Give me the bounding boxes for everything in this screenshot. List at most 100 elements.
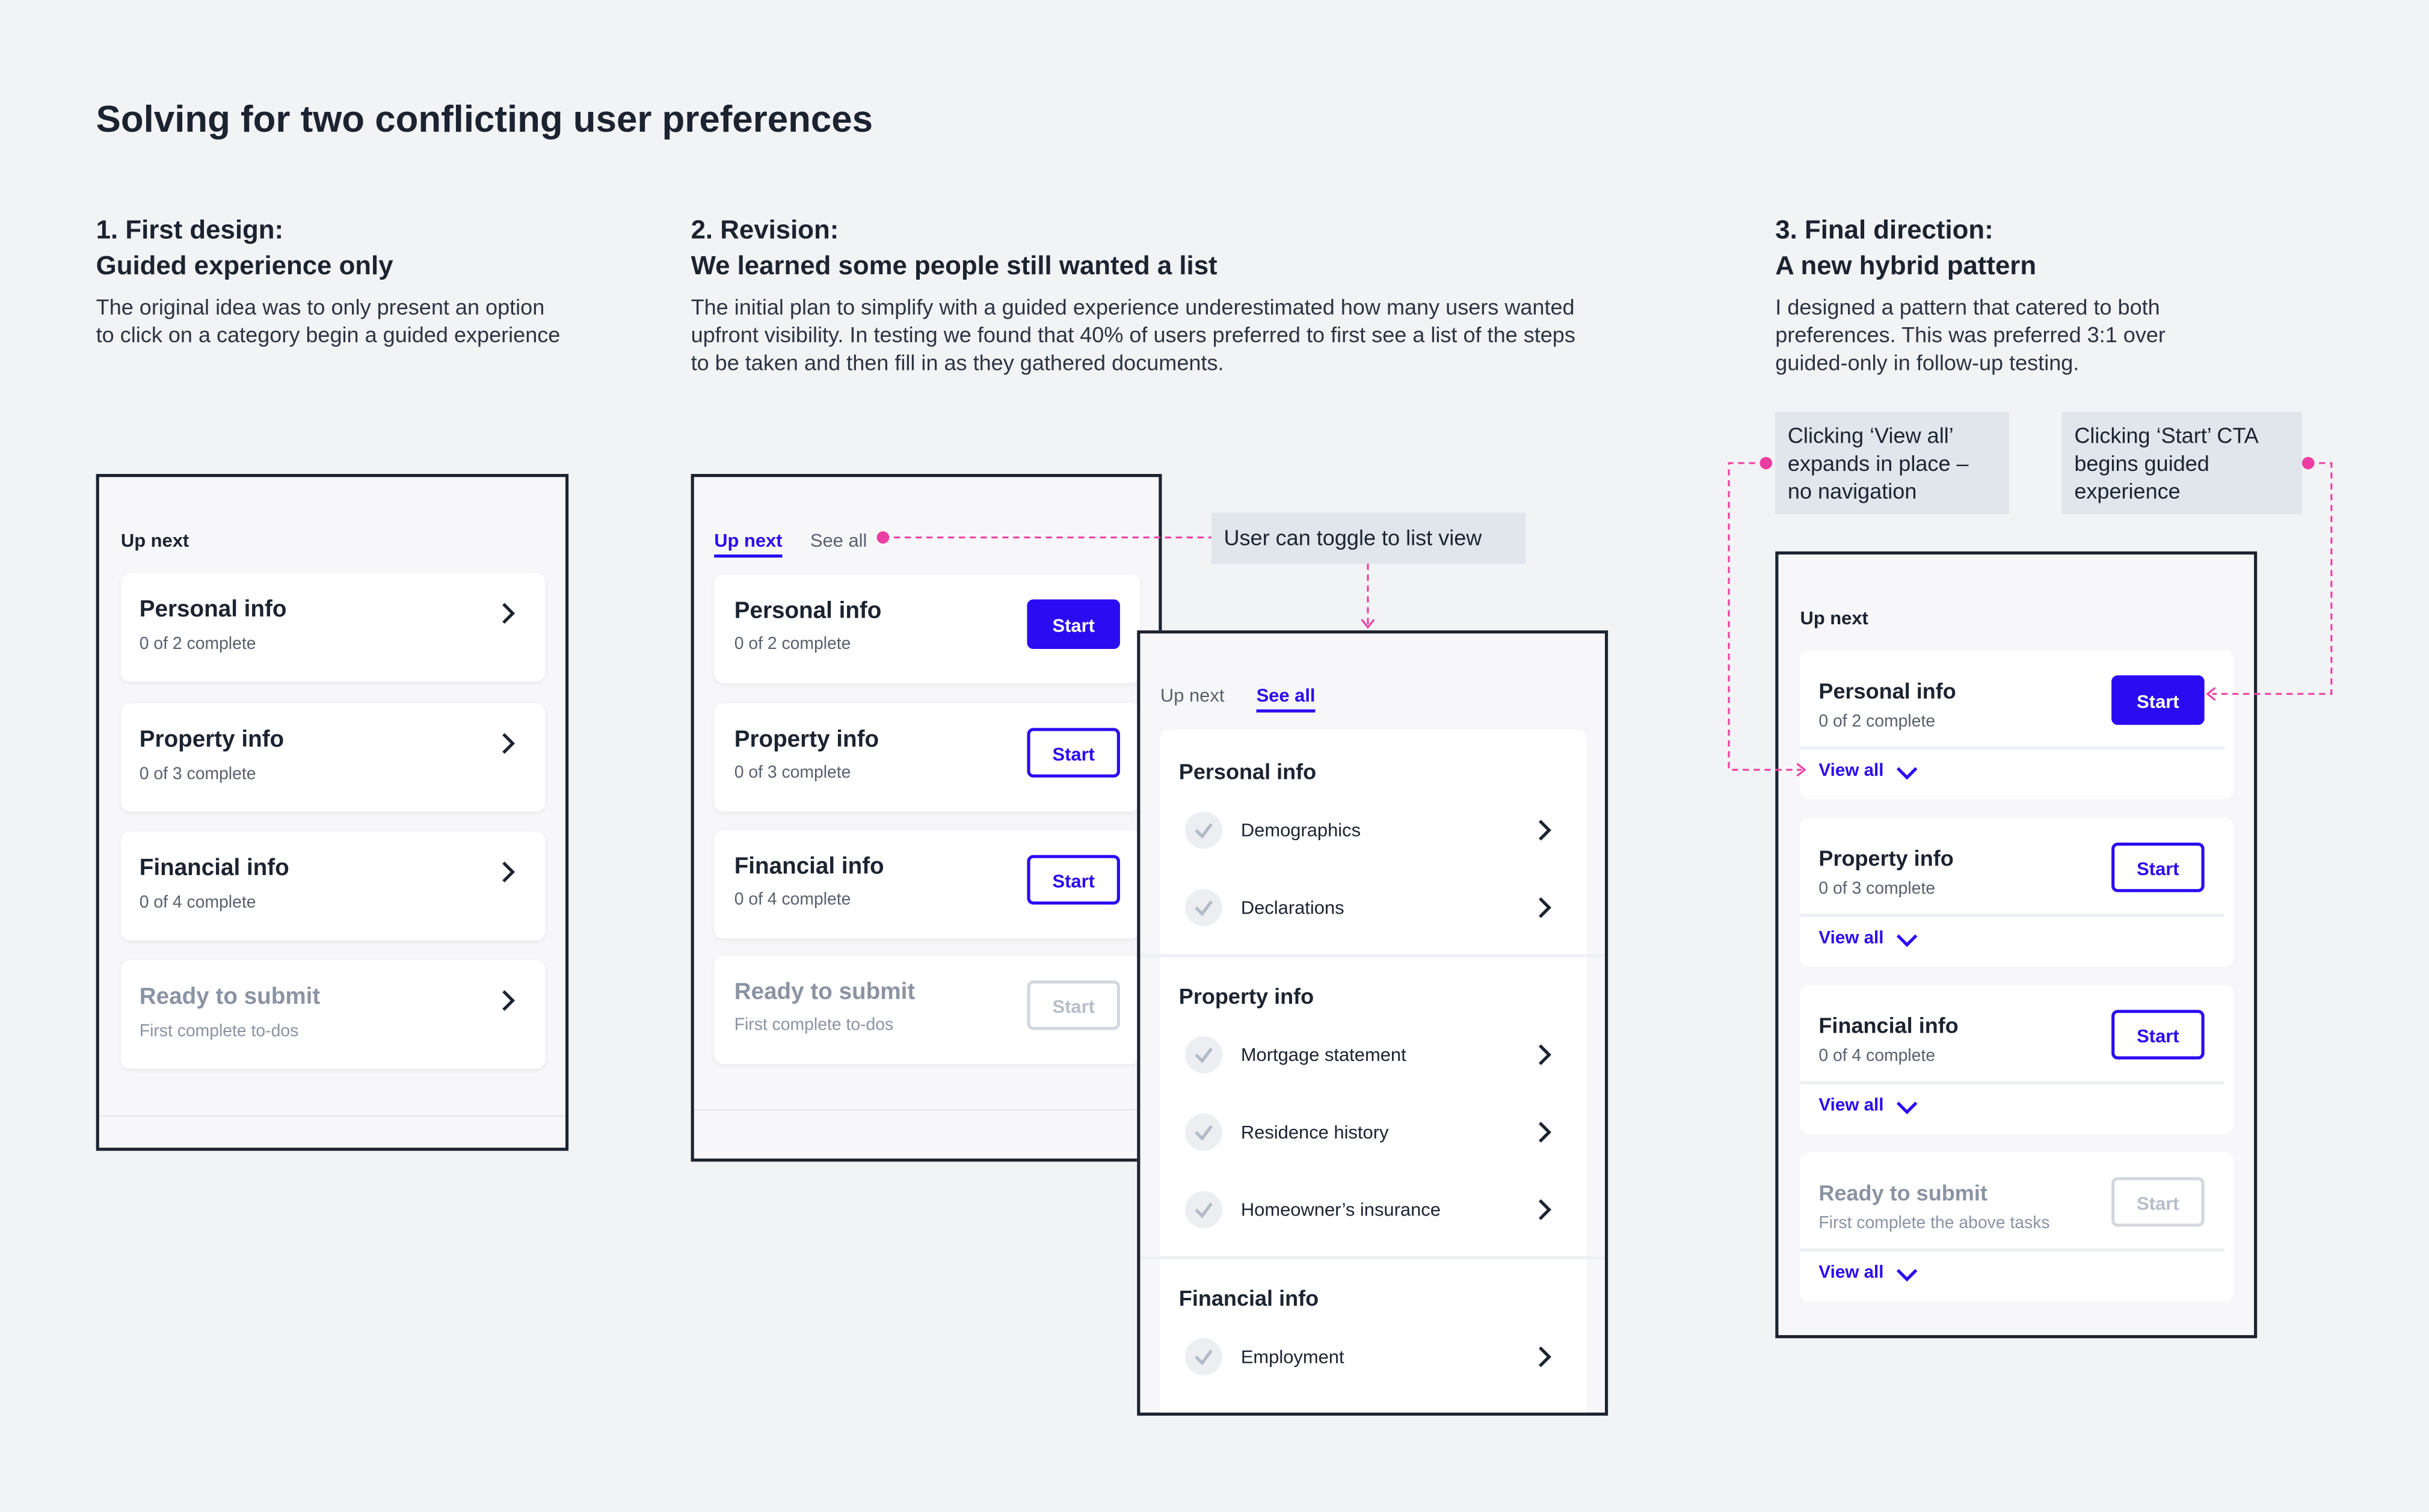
tab[interactable]: Up next — [714, 528, 783, 558]
group-title: Property info — [1178, 983, 1314, 1009]
card-title: Personal info — [734, 598, 882, 624]
start-button[interactable]: Start — [2111, 842, 2205, 893]
chevron-down — [1896, 767, 1918, 780]
card-divider — [1800, 1081, 2225, 1084]
view-all-link[interactable]: View all — [1818, 1096, 1884, 1116]
start-button: Start — [1027, 980, 1120, 1030]
check-icon — [1185, 811, 1222, 849]
view-all-link[interactable]: View all — [1818, 929, 1884, 948]
card-subtitle: 0 of 2 complete — [734, 635, 851, 654]
task-card: Property info 0 of 3 complete Start — [714, 703, 1141, 812]
chevron-right — [1539, 820, 1551, 841]
start-button[interactable]: Start — [2111, 1010, 2205, 1060]
task-card[interactable]: Ready to submit First complete to-dos — [120, 960, 546, 1069]
annotation: Clicking ‘Start’ CTA begins guided exper… — [2061, 412, 2302, 514]
divider — [99, 1115, 565, 1117]
column-heading: 2. Revision: — [691, 215, 839, 245]
group-title: Financial info — [1178, 1285, 1319, 1311]
panel-label: Up next — [1800, 607, 1868, 629]
task-card: Ready to submit First complete to-dos Star… — [714, 955, 1141, 1065]
column-heading: 1. First design: — [96, 215, 284, 245]
chevron-right — [502, 990, 516, 1011]
list-item: Employment — [1240, 1345, 1344, 1368]
card-subtitle: 0 of 3 complete — [734, 763, 851, 782]
task-card: Property info 0 of 3 complete Start View al… — [1800, 817, 2234, 967]
start-button[interactable]: Start — [1027, 855, 1120, 905]
group-divider — [1140, 1256, 1605, 1259]
check-icon — [1185, 1191, 1222, 1229]
task-card: Ready to submit First complete the above … — [1800, 1152, 2234, 1301]
chevron-right — [1539, 897, 1551, 918]
phone-frame: Up next See all Personal info 0 of 2 comple… — [691, 474, 1162, 1162]
task-card[interactable]: Personal info 0 of 2 complete — [120, 573, 546, 682]
view-all-link[interactable]: View all — [1818, 1264, 1884, 1283]
chevron-down — [1896, 1101, 1918, 1114]
start-button[interactable]: Start — [2111, 675, 2205, 725]
phone-frame: Up next See all Personal info Demographics D… — [1137, 630, 1609, 1416]
card-title: Ready to submit — [1818, 1180, 1987, 1205]
list-row[interactable]: Employment — [1160, 1318, 1586, 1396]
column-subheading: We learned some people still wanted a li… — [691, 251, 1218, 281]
check-icon — [1185, 1113, 1222, 1151]
column-description: The original idea was to only present an… — [96, 294, 561, 347]
phone-frame: Up next Personal info 0 of 2 complete Start… — [1775, 551, 2258, 1339]
chevron-right — [1539, 1044, 1551, 1066]
card-subtitle: 0 of 2 complete — [139, 635, 256, 654]
divider — [694, 1108, 1159, 1111]
card-title: Financial info — [734, 853, 884, 880]
card-divider — [1800, 1248, 2225, 1252]
card-title: Personal info — [1818, 678, 1956, 704]
tab[interactable]: Up next — [1160, 684, 1225, 707]
chevron-down — [1896, 1268, 1918, 1282]
card-title: Financial info — [1818, 1013, 1959, 1038]
annotation: User can toggle to list view — [1211, 512, 1526, 564]
group-divider — [1140, 954, 1605, 957]
panel-label: Up next — [120, 529, 189, 552]
card-subtitle: First complete the above tasks — [1818, 1214, 2050, 1233]
list-row[interactable]: Homeowner’s insurance — [1160, 1171, 1586, 1249]
card-title: Ready to submit — [139, 983, 321, 1010]
column-subheading: A new hybrid pattern — [1775, 251, 2037, 281]
card-subtitle: First complete to-dos — [734, 1016, 894, 1035]
view-all-link[interactable]: View all — [1818, 762, 1884, 781]
chevron-right — [502, 733, 516, 754]
card-divider — [1800, 746, 2225, 750]
start-button[interactable]: Start — [1027, 728, 1120, 778]
list-row[interactable]: Demographics — [1160, 791, 1586, 869]
card-subtitle: 0 of 2 complete — [1818, 712, 1936, 731]
card-subtitle: First complete to-dos — [139, 1022, 299, 1041]
column-description: The initial plan to simplify with a guid… — [691, 294, 1575, 375]
card-title: Financial info — [139, 855, 289, 882]
list-item: Homeowner’s insurance — [1240, 1199, 1441, 1221]
column-heading: 3. Final direction: — [1775, 215, 1993, 245]
list-item: Residence history — [1240, 1121, 1389, 1143]
card-title: Property info — [139, 726, 285, 753]
list-row[interactable]: Residence history — [1160, 1093, 1586, 1171]
chevron-right — [1539, 1122, 1551, 1143]
group-title: Personal info — [1178, 758, 1317, 784]
check-icon — [1185, 889, 1222, 927]
phone-frame: Up next Personal info 0 of 2 complete Prope… — [96, 474, 569, 1151]
column-subheading: Guided experience only — [96, 251, 393, 281]
task-card[interactable]: Financial info 0 of 4 complete — [120, 831, 546, 941]
card-subtitle: 0 of 3 complete — [139, 765, 256, 784]
list-item: Demographics — [1240, 819, 1361, 841]
card-title: Ready to submit — [734, 979, 916, 1006]
list-row[interactable]: Declarations — [1160, 869, 1586, 947]
card-subtitle: 0 of 4 complete — [139, 893, 256, 912]
tab[interactable]: See all — [1256, 683, 1316, 713]
task-card[interactable]: Property info 0 of 3 complete — [120, 703, 546, 812]
task-card: Personal info 0 of 2 complete Start — [714, 574, 1141, 683]
card-title: Property info — [1818, 846, 1954, 871]
chevron-right — [1539, 1346, 1551, 1368]
list-row[interactable]: Mortgage statement — [1160, 1016, 1586, 1093]
start-button[interactable]: Start — [1027, 599, 1120, 650]
chevron-right — [1539, 1199, 1551, 1220]
task-card: Personal info 0 of 2 complete Start View al… — [1800, 650, 2234, 799]
chevron-right — [502, 861, 516, 883]
tab[interactable]: See all — [810, 529, 867, 552]
list-item: Mortgage statement — [1240, 1043, 1406, 1066]
chevron-right — [502, 603, 516, 624]
annotation: Clicking ‘View all’ expands in place – n… — [1775, 412, 2010, 514]
